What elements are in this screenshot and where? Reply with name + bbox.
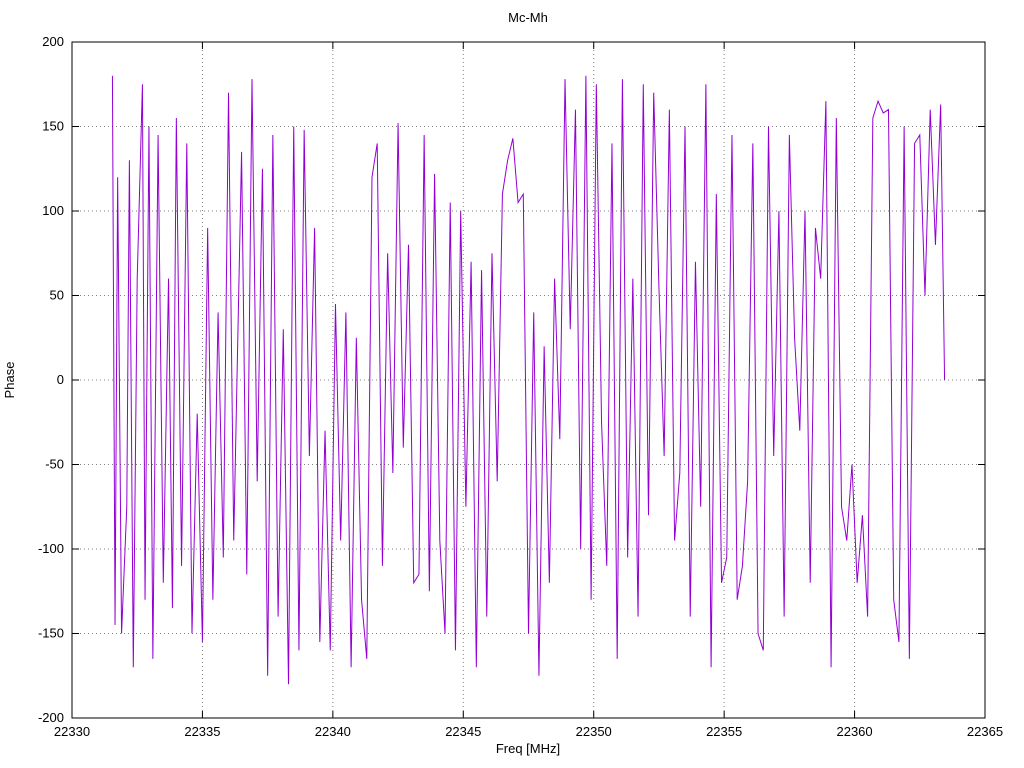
x-tick-label: 22345 <box>445 724 481 739</box>
x-tick-label: 22360 <box>836 724 872 739</box>
y-tick-label: -200 <box>38 710 64 725</box>
x-tick-label: 22350 <box>576 724 612 739</box>
x-tick-label: 22335 <box>184 724 220 739</box>
tick-labels: 22330 22335 22340 22345 22350 22355 22360 22365… <box>38 34 1003 739</box>
y-tick-label: 150 <box>42 119 64 134</box>
y-tick-label: -50 <box>45 457 64 472</box>
plot-border <box>71 41 986 719</box>
y-tick-label: 0 <box>57 372 64 387</box>
y-tick-label: -100 <box>38 541 64 556</box>
y-axis-label: Phase <box>2 362 17 399</box>
x-axis-label: Freq [MHz] <box>496 741 560 756</box>
y-tick-label: 200 <box>42 34 64 49</box>
x-tick-label: 22355 <box>706 724 742 739</box>
phase-line <box>111 75 946 685</box>
y-tick-label: 50 <box>50 288 64 303</box>
grid-lines <box>72 42 985 718</box>
chart-title: Mc-Mh <box>508 10 548 25</box>
data-series <box>111 75 946 685</box>
y-tick-label: 100 <box>42 203 64 218</box>
x-tick-label: 22365 <box>967 724 1003 739</box>
x-tick-label: 22340 <box>315 724 351 739</box>
x-tick-label: 22330 <box>54 724 90 739</box>
y-tick-label: -150 <box>38 626 64 641</box>
